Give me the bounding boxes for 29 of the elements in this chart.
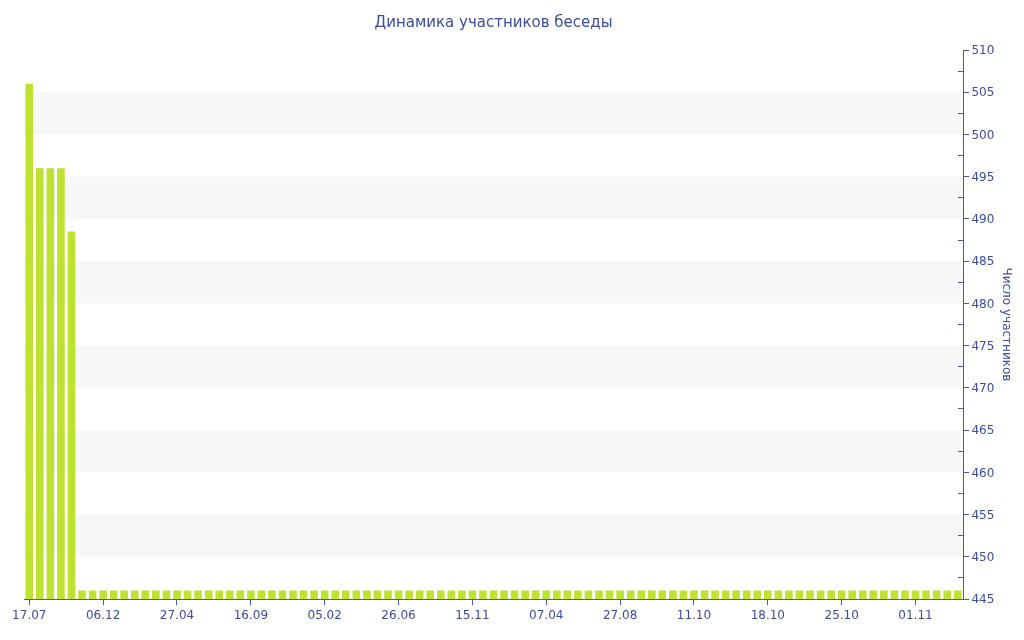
- chart-title: Динамика участников беседы: [374, 13, 613, 32]
- y-tick-label: 490: [971, 212, 995, 227]
- y-tick-label: 500: [971, 127, 995, 142]
- x-tick-label: 16.09: [233, 608, 269, 623]
- x-tick-label: 07.04: [529, 608, 564, 623]
- y-tick-label: 445: [971, 592, 995, 607]
- x-tick-label: 26.06: [381, 608, 416, 623]
- y-tick-label: 470: [971, 381, 995, 396]
- y-tick-label: 455: [971, 507, 995, 522]
- y-tick-label: 510: [971, 43, 995, 58]
- x-tick-label: 06.12: [85, 608, 121, 623]
- y-tick-label: 460: [971, 465, 995, 480]
- x-tick-label: 15.11: [455, 608, 490, 623]
- x-tick-label: 27.08: [602, 608, 638, 623]
- y-tick-label: 450: [971, 549, 995, 564]
- x-tick-label: 01.11: [898, 608, 933, 623]
- y-tick-label: 495: [971, 169, 995, 184]
- y-tick-label: 485: [971, 254, 995, 269]
- x-tick-label: 11.10: [676, 608, 712, 623]
- x-tick-label: 27.04: [159, 608, 195, 623]
- x-tick-label: 17.07: [12, 608, 47, 623]
- y-tick-label: 465: [971, 423, 995, 438]
- y-tick-label: 475: [971, 338, 995, 353]
- x-tick-label: 05.02: [307, 608, 342, 623]
- y-tick-label: 480: [971, 296, 995, 311]
- y-tick-label: 505: [971, 85, 995, 100]
- x-tick-label: 18.10: [750, 608, 785, 623]
- y-axis-title: Число участников: [999, 267, 1014, 382]
- x-tick-label: 25.10: [824, 608, 859, 623]
